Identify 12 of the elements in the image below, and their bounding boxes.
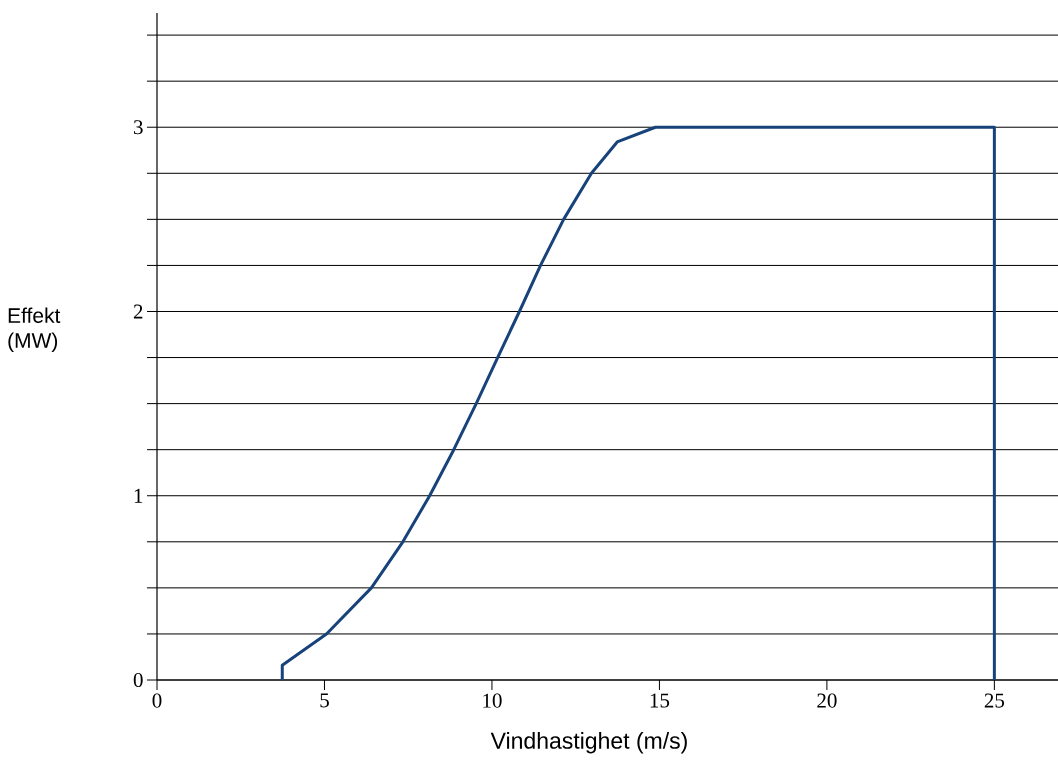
y-tick-label: 2 <box>133 304 143 319</box>
x-tick-label: 15 <box>650 693 670 708</box>
x-tick-label: 5 <box>320 693 329 708</box>
x-axis-title: Vindhastighet (m/s) <box>490 731 687 754</box>
y-tick-label: 3 <box>133 120 143 135</box>
y-tick-label: 1 <box>134 488 143 503</box>
y-tick-label: 0 <box>133 672 143 688</box>
y-axis-title: Effekt (MW) <box>8 307 61 353</box>
x-tick-label: 20 <box>817 693 837 708</box>
x-tick-label: 0 <box>152 693 162 708</box>
x-tick-label: 25 <box>984 693 1005 708</box>
x-tick-label: 10 <box>483 693 502 708</box>
